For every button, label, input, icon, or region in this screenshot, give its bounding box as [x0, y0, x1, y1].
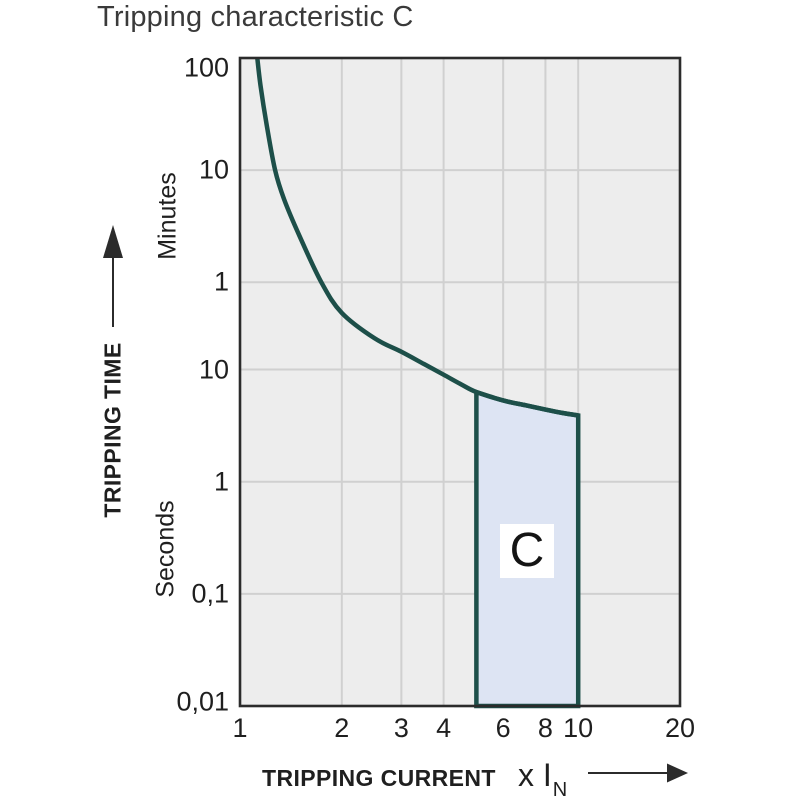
x-axis-direction-arrow-icon — [588, 763, 688, 783]
y-tick-label: 0,01 — [176, 686, 229, 717]
region-c-label: C — [509, 524, 545, 577]
y-tick-label: 100 — [183, 52, 229, 83]
x-tick-label: 3 — [393, 713, 409, 743]
region-c-label-box: C — [500, 524, 554, 578]
x-axis-unit-subscript: N — [552, 779, 568, 800]
plot-frame — [238, 56, 682, 708]
y-tick-label: 1 — [213, 266, 229, 297]
x-tick-label: 6 — [495, 713, 511, 743]
x-tick-label: 8 — [537, 713, 553, 743]
x-axis-title: TRIPPING CURRENT — [262, 765, 496, 791]
y-tick-label: 1 — [213, 466, 229, 497]
x-axis-unit-prefix: x I — [518, 757, 552, 793]
y-axis-title: TRIPPING TIME — [99, 342, 126, 518]
x-tick-label: 20 — [664, 713, 696, 743]
y-axis-unit-seconds: Seconds — [151, 500, 180, 598]
gridlines — [240, 58, 680, 706]
y-tick-label: 0,1 — [191, 578, 229, 609]
x-tick-label: 10 — [563, 713, 594, 743]
y-tick-label: 10 — [198, 154, 229, 185]
y-axis-unit-minutes: Minutes — [153, 172, 182, 260]
tripping-curve — [255, 58, 579, 418]
x-tick-label: 4 — [436, 713, 452, 743]
y-tick-label: 10 — [198, 354, 229, 385]
x-axis-unit: x IN — [518, 757, 568, 800]
y-axis-direction-arrow-icon — [103, 225, 123, 327]
x-tick-label: 2 — [334, 713, 350, 743]
page-title: Tripping characteristic C — [97, 1, 414, 33]
x-tick-label: 1 — [232, 713, 248, 743]
